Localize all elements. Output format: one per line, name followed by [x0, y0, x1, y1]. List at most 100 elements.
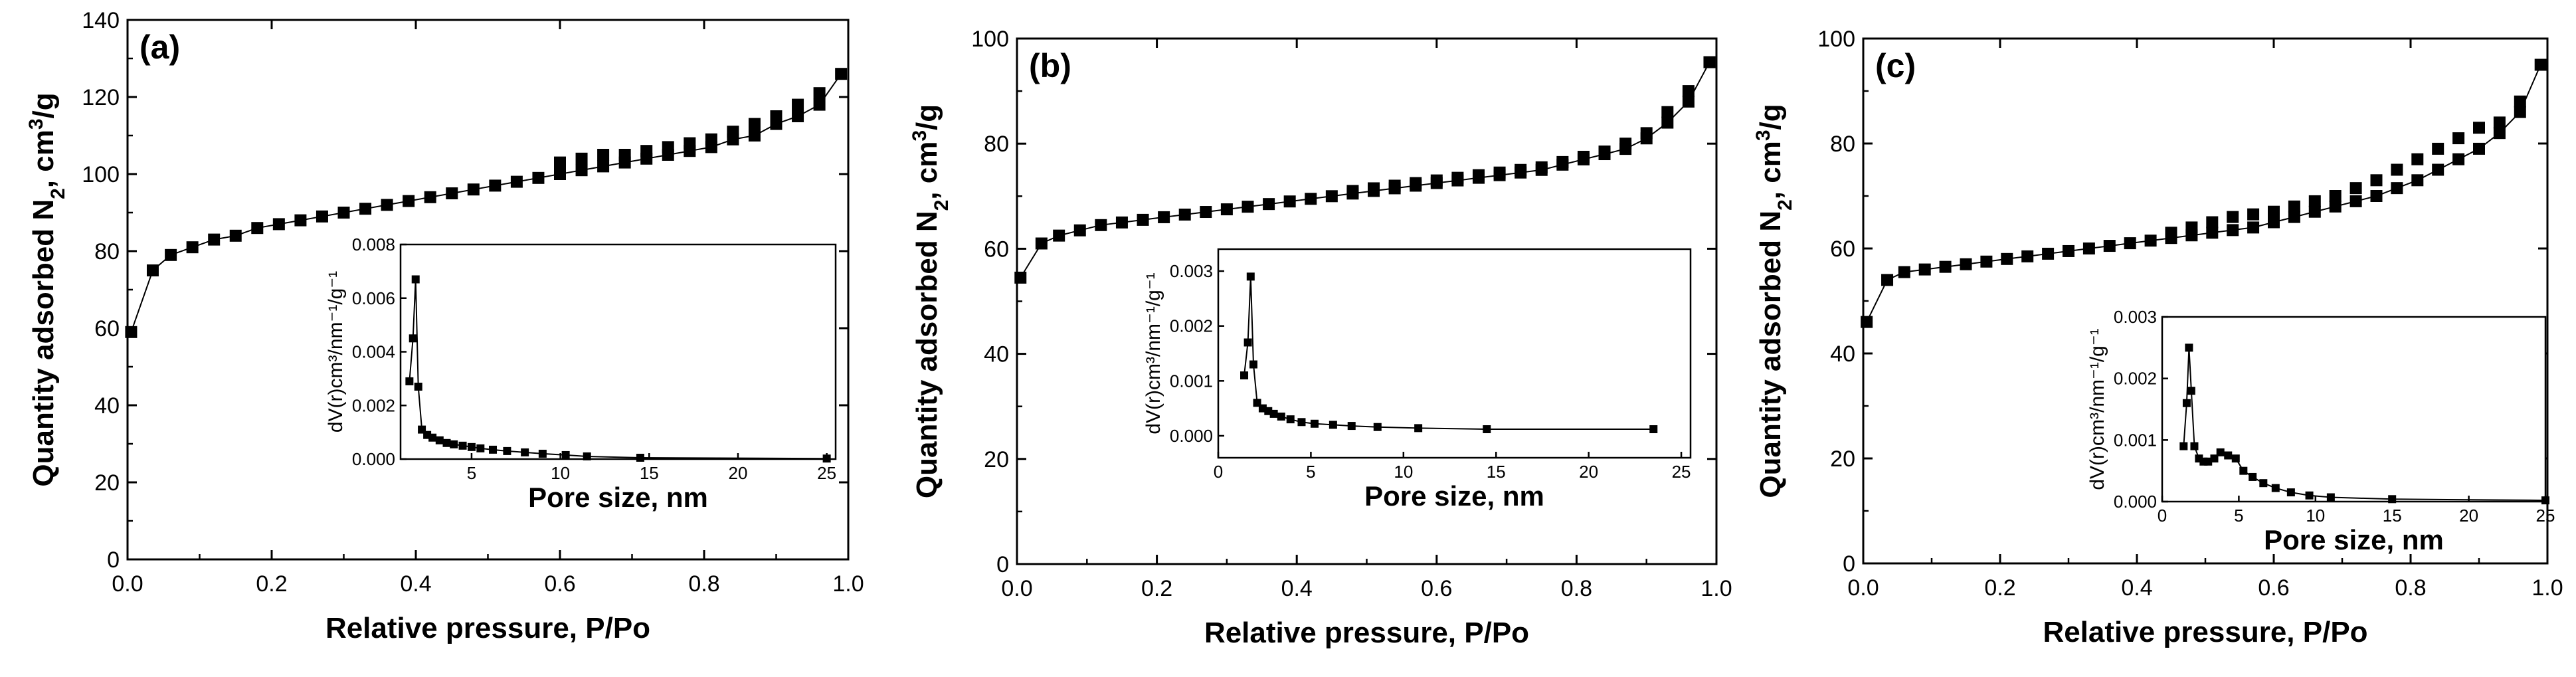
adsorption-point [2103, 240, 2116, 252]
inset-point [2541, 496, 2549, 505]
inset-x-tick-label: 5 [467, 463, 476, 483]
inset-point [1373, 423, 1382, 431]
inset-point [1249, 360, 1257, 369]
desorption-point [2206, 216, 2219, 229]
inset-point [476, 444, 485, 452]
x-tick-label: 0.4 [400, 571, 431, 597]
adsorption-line [1866, 64, 2541, 323]
inset-point [2224, 451, 2233, 460]
inset-point [2249, 472, 2257, 481]
inset-point [458, 441, 467, 450]
inset-point [2204, 457, 2213, 466]
inset-point [561, 450, 570, 459]
inset-x-tick-label: 20 [1579, 462, 1598, 482]
inset-point [1297, 418, 1306, 427]
y-tick-label: 0 [107, 547, 120, 573]
y-tick-label: 0 [996, 552, 1009, 577]
adsorption-point [2021, 250, 2034, 262]
inset-point [2305, 491, 2314, 500]
inset-point [1277, 413, 1285, 421]
inset-frame [399, 243, 837, 460]
adsorption-point [1283, 195, 1296, 208]
adsorption-point [554, 168, 566, 180]
inset-x-tick-label: 10 [551, 463, 570, 483]
inset-point [2271, 484, 2280, 492]
y-tick-label: 20 [1830, 446, 1855, 472]
x-tick-label: 0.6 [2258, 575, 2289, 601]
inset-y-tick-label: 0.001 [1170, 371, 1213, 391]
desorption-point [1640, 127, 1653, 140]
inset-point [1483, 425, 1491, 434]
inset-point [1649, 425, 1658, 434]
adsorption-point [125, 326, 138, 338]
inset-x-tick-label: 0 [1214, 462, 1223, 482]
desorption-point [2493, 116, 2506, 129]
adsorption-point [2391, 182, 2403, 195]
y-axis-title: Quantity adsorbed N2, cm3/g [25, 92, 69, 486]
adsorption-point [597, 160, 610, 173]
desorption-point [2452, 132, 2465, 145]
desorption-point [2514, 95, 2526, 108]
adsorption-point [294, 214, 307, 227]
adsorption-point [792, 110, 804, 122]
inset-y-axis-title: dV(r)cm³/nm⁻¹/g⁻¹ [2086, 328, 2108, 490]
adsorption-point [165, 248, 177, 261]
adsorption-point [1178, 208, 1191, 221]
adsorption-point [1325, 190, 1338, 203]
inset-y-tick-label: 0.008 [352, 235, 395, 254]
inset-point [442, 438, 451, 447]
adsorption-point [1200, 206, 1212, 219]
inset-y-tick-label: 0.001 [2114, 430, 2157, 450]
desorption-point [1346, 185, 1359, 197]
x-tick-label: 1.0 [832, 571, 864, 597]
x-axis-title: Relative pressure, P/Po [2043, 616, 2367, 648]
inset-y-tick-label: 0.003 [2114, 307, 2157, 327]
desorption-point [792, 98, 804, 111]
inset-point [2259, 479, 2268, 488]
desorption-point [1682, 85, 1695, 98]
inset-point [583, 452, 591, 460]
y-tick-label: 60 [984, 237, 1009, 262]
x-tick-label: 0.0 [112, 571, 143, 597]
desorption-point [554, 156, 566, 169]
inset-x-tick-label: 0 [2158, 506, 2167, 526]
adsorption-point [1960, 258, 1972, 270]
adsorption-point [1980, 255, 1993, 268]
inset-x-axis-title: Pore size, nm [2264, 524, 2444, 555]
inset-point [2326, 493, 2335, 502]
adsorption-point [2268, 216, 2280, 229]
desorption-point [748, 118, 761, 130]
adsorption-point [1115, 216, 1128, 229]
adsorption-point [2534, 58, 2547, 71]
inset-frame [2161, 316, 2547, 503]
desorption-point [2288, 200, 2300, 213]
inset-point [521, 448, 529, 456]
adsorption-point [337, 207, 350, 219]
adsorption-point [1035, 237, 1048, 250]
adsorption-point [186, 241, 199, 254]
desorption-point [1410, 177, 1422, 189]
inset-point [2190, 442, 2199, 450]
desorption-point [575, 152, 588, 165]
inset-point [1240, 371, 1249, 380]
adsorption-point [2493, 127, 2506, 140]
panel-label: (a) [139, 29, 180, 66]
y-tick-label: 40 [984, 342, 1009, 367]
inset-point [409, 334, 417, 343]
panel-1: 0.0 0.2 0.4 0.6 0.8 1.0 0 20 40 60 80 100 120 140 Rela… [25, 8, 864, 644]
inset-y-tick-label: 0.006 [352, 288, 395, 308]
inset-point [405, 377, 414, 385]
adsorption-point [1014, 271, 1027, 284]
inset-point [2187, 387, 2195, 395]
adsorption-point [1053, 229, 1065, 242]
inset-y-tick-label: 0.004 [352, 342, 395, 362]
adsorption-point [2063, 244, 2074, 257]
panel-label: (c) [1875, 47, 1916, 84]
x-tick-label: 0.6 [544, 571, 575, 597]
desorption-point [1556, 155, 1569, 168]
adsorption-point [2432, 163, 2444, 176]
inset-point [822, 454, 831, 463]
adsorption-point [272, 218, 285, 231]
desorption-point [684, 137, 696, 149]
